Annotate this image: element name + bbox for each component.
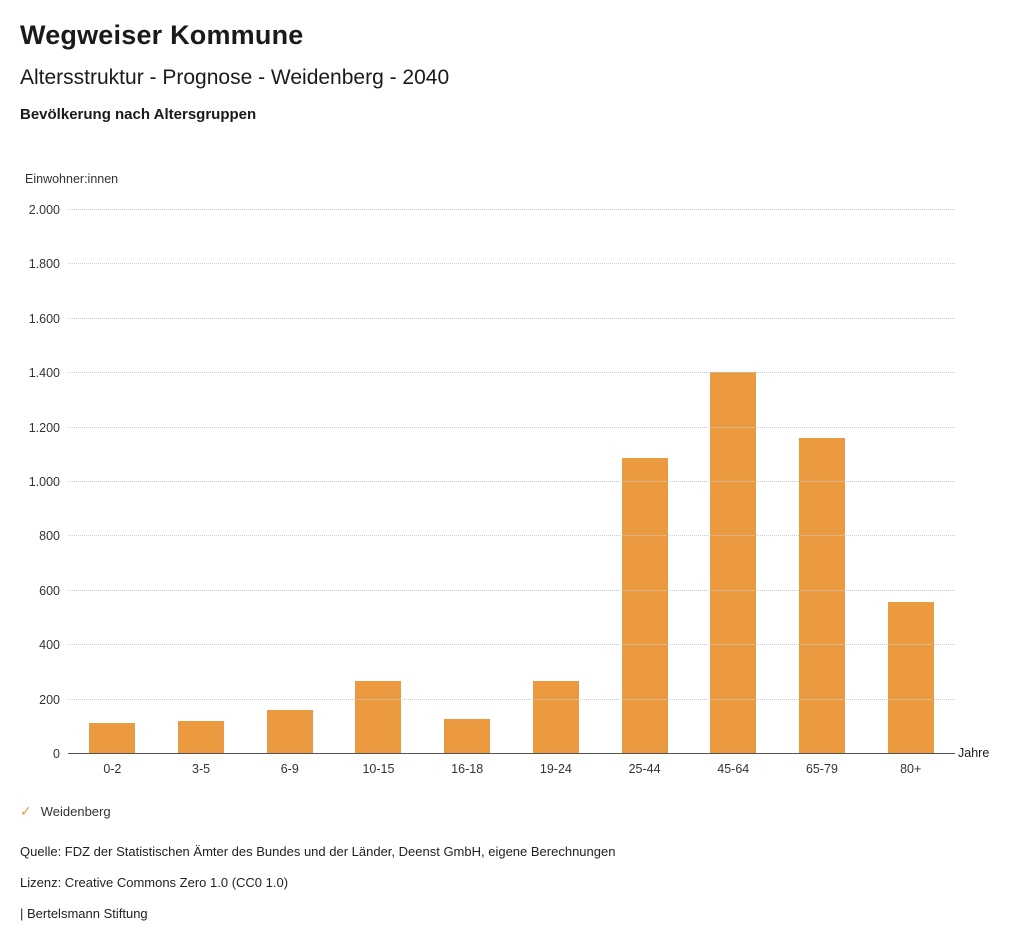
bar-6-9[interactable] [266,710,313,754]
bar-slot [689,210,778,754]
gridline [68,644,955,646]
page-subtitle: Altersstruktur - Prognose - Weidenberg -… [20,66,450,89]
bar-80+[interactable] [887,601,934,754]
gridline [68,317,955,319]
bar-3-5[interactable] [178,721,225,754]
y-tick-label: 1.600 [28,311,60,326]
x-tick-label: 16-18 [451,762,484,776]
y-tick-label: 2.000 [28,203,60,217]
page-title: Wegweiser Kommune [20,20,304,50]
x-tick-label: 10-15 [362,762,395,776]
y-tick-label: 200 [39,692,60,707]
y-tick-label: 0 [53,747,60,761]
license-text: Lizenz: Creative Commons Zero 1.0 (CC0 1… [20,875,289,890]
x-tick-label: 6-9 [280,762,299,776]
bar-slot [600,210,689,754]
x-tick-label: 0-2 [103,762,122,776]
gridline [68,209,955,210]
bar-10-15[interactable] [355,680,402,754]
bar-slot [423,210,512,754]
x-tick-label: 80+ [900,762,922,776]
bar-65-79[interactable] [798,438,845,754]
source-text: Quelle: FDZ der Statistischen Ämter des … [20,844,616,859]
y-axis-title: Einwohner:innen [25,172,119,186]
x-tick-label: 65-79 [805,762,838,776]
x-tick-label: 25-44 [628,762,661,776]
y-tick-label: 400 [39,638,60,653]
y-tick-label: 600 [39,583,60,598]
y-tick-label: 1.800 [28,257,60,272]
bar-slot [245,210,334,754]
x-tick-label: 19-24 [539,762,572,776]
gridline [68,589,955,591]
x-axis-line [68,753,955,754]
gridline [68,481,955,482]
bar-0-2[interactable] [89,722,136,754]
gridline [68,426,955,428]
x-tick-label: 3-5 [192,762,211,776]
chart-title: Bevölkerung nach Altersgruppen [20,106,257,123]
bar-19-24[interactable] [532,680,579,754]
bar-slot [778,210,867,754]
legend-label: Weidenberg [40,804,111,819]
bar-slot [334,210,423,754]
gridline [68,263,955,265]
y-tick-label: 1.000 [28,475,60,489]
bar-45-64[interactable] [710,371,757,754]
bar-16-18[interactable] [444,718,491,754]
x-axis-title: Jahre [958,746,990,760]
bar-slot [68,210,157,754]
y-tick-label: 1.400 [28,366,60,381]
bar-slot [512,210,601,754]
y-axis-labels: 0 200 400 600 800 1.000 1.200 1.400 1.600 1.800 2.… [0,203,60,761]
x-tick-label: 45-64 [717,762,750,776]
y-tick-label: 800 [39,529,60,544]
y-tick-label: 1.200 [28,420,60,435]
bar-25-44[interactable] [621,457,668,754]
attribution-text: | Bertelsmann Stiftung [20,906,148,921]
bar-slot [866,210,955,754]
gridline [68,372,955,374]
plot-area [68,209,955,754]
gridline [68,535,955,537]
x-axis-labels: 0-2 3-5 6-9 10-15 16-18 19-24 25-44 45-64 65-79 8… [68,762,955,776]
bar-slot [157,210,246,754]
bars-row [68,210,955,754]
gridline [68,698,955,700]
check-icon: ✓ [20,803,32,819]
legend-item-weidenberg[interactable]: ✓ Weidenberg [20,803,111,820]
